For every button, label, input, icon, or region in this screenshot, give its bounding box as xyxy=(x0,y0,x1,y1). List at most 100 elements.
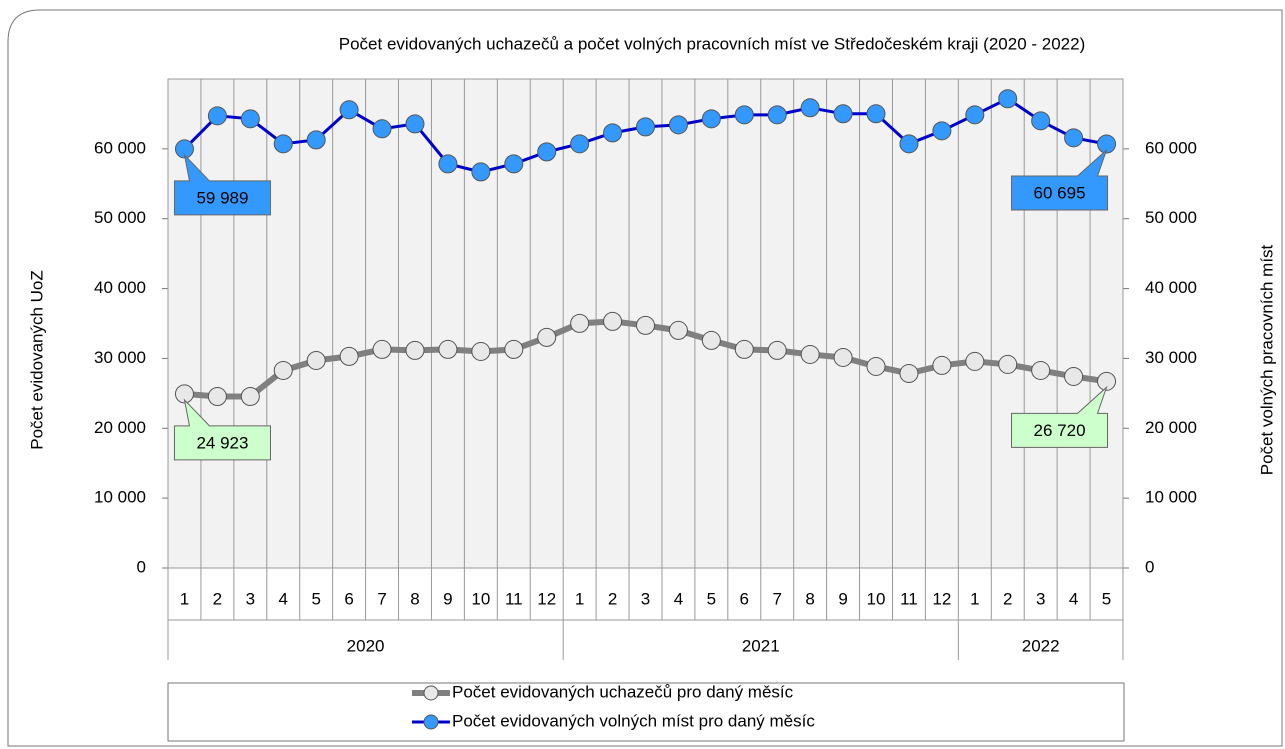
point xyxy=(1097,134,1117,154)
point xyxy=(504,154,524,174)
y-tick-label: 0 xyxy=(137,557,146,576)
x-tick-label: 10 xyxy=(867,589,886,608)
year-label: 2020 xyxy=(347,636,385,655)
x-tick-label: 8 xyxy=(805,589,814,608)
point xyxy=(438,154,458,174)
x-tick-label: 1 xyxy=(970,589,979,608)
legend-label: Počet evidovaných uchazečů pro daný měsí… xyxy=(452,682,794,701)
point xyxy=(570,313,590,333)
point xyxy=(734,105,754,125)
point xyxy=(998,354,1018,374)
x-tick-label: 3 xyxy=(246,589,255,608)
legend-marker xyxy=(423,714,439,730)
x-tick-label: 6 xyxy=(740,589,749,608)
point xyxy=(273,360,293,380)
point xyxy=(866,356,886,376)
point xyxy=(668,320,688,340)
y2-tick-label: 50 000 xyxy=(1145,208,1197,227)
point xyxy=(240,109,260,129)
point xyxy=(207,387,227,407)
y2-axis-label: Počet volných pracovních míst xyxy=(1257,244,1276,475)
point xyxy=(471,341,491,361)
point xyxy=(471,162,491,182)
x-tick-label: 1 xyxy=(180,589,189,608)
point xyxy=(833,104,853,124)
y2-tick-label: 40 000 xyxy=(1145,278,1197,297)
point xyxy=(174,139,194,159)
y-tick-label: 30 000 xyxy=(94,348,146,367)
y2-tick-label: 60 000 xyxy=(1145,138,1197,157)
y-tick-label: 60 000 xyxy=(94,138,146,157)
x-tick-label: 5 xyxy=(1102,589,1111,608)
x-tick-label: 9 xyxy=(838,589,847,608)
x-tick-label: 4 xyxy=(674,589,683,608)
point xyxy=(899,363,919,383)
point xyxy=(701,109,721,129)
point xyxy=(998,89,1018,109)
point xyxy=(734,339,754,359)
point xyxy=(701,330,721,350)
legend xyxy=(167,682,1125,742)
point xyxy=(636,117,655,137)
x-tick-label: 4 xyxy=(279,589,288,608)
callout xyxy=(173,398,271,461)
y-tick-label: 40 000 xyxy=(94,278,146,297)
point xyxy=(932,121,952,141)
data-label: 26 720 xyxy=(1034,421,1086,440)
point xyxy=(636,315,655,335)
point xyxy=(965,105,985,125)
x-tick-label: 7 xyxy=(377,589,386,608)
y2-tick-label: 20 000 xyxy=(1145,418,1197,437)
year-label: 2022 xyxy=(1022,636,1060,655)
x-tick-label: 2 xyxy=(213,589,222,608)
point xyxy=(800,98,820,118)
x-tick-label: 12 xyxy=(537,589,556,608)
y-tick-label: 10 000 xyxy=(94,488,146,507)
point xyxy=(339,100,359,120)
point xyxy=(668,115,688,135)
y-tick-label: 50 000 xyxy=(94,208,146,227)
x-tick-label: 3 xyxy=(1036,589,1045,608)
point xyxy=(537,142,557,162)
x-tick-label: 12 xyxy=(932,589,951,608)
point xyxy=(372,119,392,139)
point xyxy=(570,134,590,154)
point xyxy=(800,344,820,364)
y-axis-label: Počet evidovaných UoZ xyxy=(27,270,46,450)
chart-title: Počet evidovaných uchazečů a počet volný… xyxy=(339,34,1086,53)
point xyxy=(899,134,919,154)
callout xyxy=(1011,385,1109,448)
point xyxy=(833,347,853,367)
data-label: 60 695 xyxy=(1034,183,1086,202)
x-tick-label: 5 xyxy=(311,589,320,608)
year-label: 2021 xyxy=(742,636,780,655)
y2-tick-label: 10 000 xyxy=(1145,488,1197,507)
point xyxy=(306,350,326,370)
callout xyxy=(1011,148,1109,211)
data-label: 24 923 xyxy=(196,433,248,452)
x-tick-label: 3 xyxy=(641,589,650,608)
point xyxy=(965,351,985,371)
point xyxy=(866,104,886,124)
point xyxy=(1031,111,1051,131)
point xyxy=(207,106,227,126)
x-tick-label: 6 xyxy=(344,589,353,608)
point xyxy=(537,327,557,347)
point xyxy=(1064,128,1084,148)
point xyxy=(405,340,425,360)
data-label: 59 989 xyxy=(196,188,248,207)
point xyxy=(438,339,458,359)
point xyxy=(504,339,524,359)
point xyxy=(273,134,293,154)
point xyxy=(372,339,392,359)
point xyxy=(603,311,623,331)
point xyxy=(174,384,194,404)
x-tick-label: 11 xyxy=(900,589,918,608)
x-tick-label: 2 xyxy=(1003,589,1012,608)
x-tick-label: 1 xyxy=(575,589,584,608)
x-tick-label: 7 xyxy=(772,589,781,608)
x-tick-label: 9 xyxy=(443,589,452,608)
legend-label: Počet evidovaných volných míst pro daný … xyxy=(452,711,815,730)
point xyxy=(240,387,260,407)
x-tick-label: 5 xyxy=(707,589,716,608)
